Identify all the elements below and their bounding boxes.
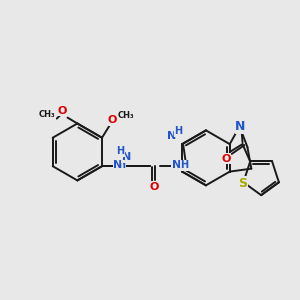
Text: O: O — [149, 182, 159, 192]
Text: N: N — [167, 131, 176, 141]
Text: O: O — [107, 115, 116, 125]
Text: N: N — [122, 152, 131, 162]
Text: S: S — [238, 177, 247, 190]
Text: O: O — [221, 154, 230, 164]
Text: H: H — [180, 160, 188, 170]
Text: O: O — [58, 106, 67, 116]
Text: H: H — [116, 146, 125, 157]
Text: CH₃: CH₃ — [39, 110, 55, 119]
Text: H: H — [174, 126, 182, 136]
Text: CH₃: CH₃ — [117, 111, 134, 120]
Text: N: N — [172, 160, 181, 170]
Text: N: N — [113, 160, 122, 170]
Text: N: N — [236, 120, 246, 133]
Text: H: H — [118, 160, 126, 170]
